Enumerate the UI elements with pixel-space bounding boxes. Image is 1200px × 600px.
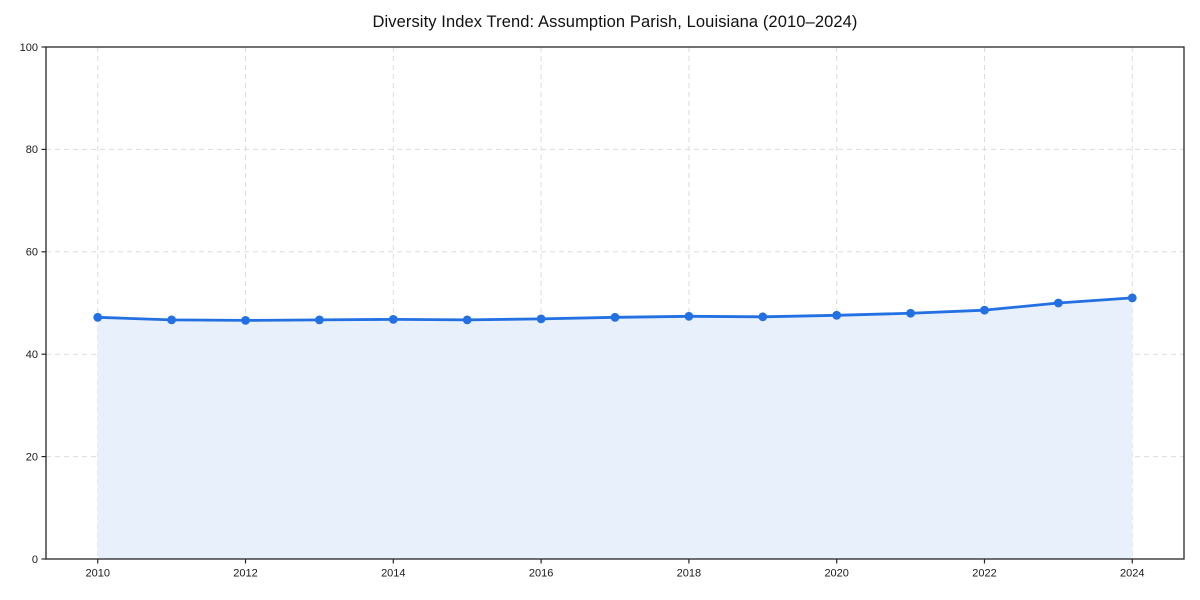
x-tick-label-2012: 2012 xyxy=(233,568,257,580)
y-tick-label-100: 100 xyxy=(20,42,38,54)
data-point-2020 xyxy=(832,310,842,320)
data-point-2012 xyxy=(241,316,250,325)
data-point-2019 xyxy=(758,312,768,322)
x-tick-label-2010: 2010 xyxy=(85,568,109,580)
data-point-2010 xyxy=(93,312,103,322)
data-point-2013 xyxy=(315,315,324,325)
data-point-2017 xyxy=(610,312,620,322)
data-point-2018 xyxy=(684,311,694,321)
data-point-2014 xyxy=(388,314,398,324)
x-tick-label-2014: 2014 xyxy=(381,568,405,580)
x-tick-label-2018: 2018 xyxy=(677,568,701,580)
y-tick-label-60: 60 xyxy=(26,247,38,259)
x-tick-label-2022: 2022 xyxy=(972,568,996,580)
y-tick-label-40: 40 xyxy=(26,349,38,361)
data-point-2011 xyxy=(167,315,177,325)
plot-border xyxy=(45,46,1185,560)
data-point-2023 xyxy=(1053,298,1063,308)
series-area-fill xyxy=(97,297,1133,559)
data-point-2016 xyxy=(536,314,546,324)
data-point-2015 xyxy=(462,315,472,325)
x-tick-label-2024: 2024 xyxy=(1120,568,1144,580)
data-point-2022 xyxy=(980,305,989,315)
chart-title: Diversity Index Trend: Assumption Parish… xyxy=(372,13,858,31)
y-tick-label-0: 0 xyxy=(32,554,38,566)
y-tick-label-80: 80 xyxy=(26,144,38,156)
x-tick-label-2016: 2016 xyxy=(529,568,553,580)
y-tick-label-20: 20 xyxy=(26,451,38,463)
data-point-2024 xyxy=(1127,293,1137,303)
data-point-2021 xyxy=(906,308,915,318)
x-tick-label-2020: 2020 xyxy=(824,568,848,580)
